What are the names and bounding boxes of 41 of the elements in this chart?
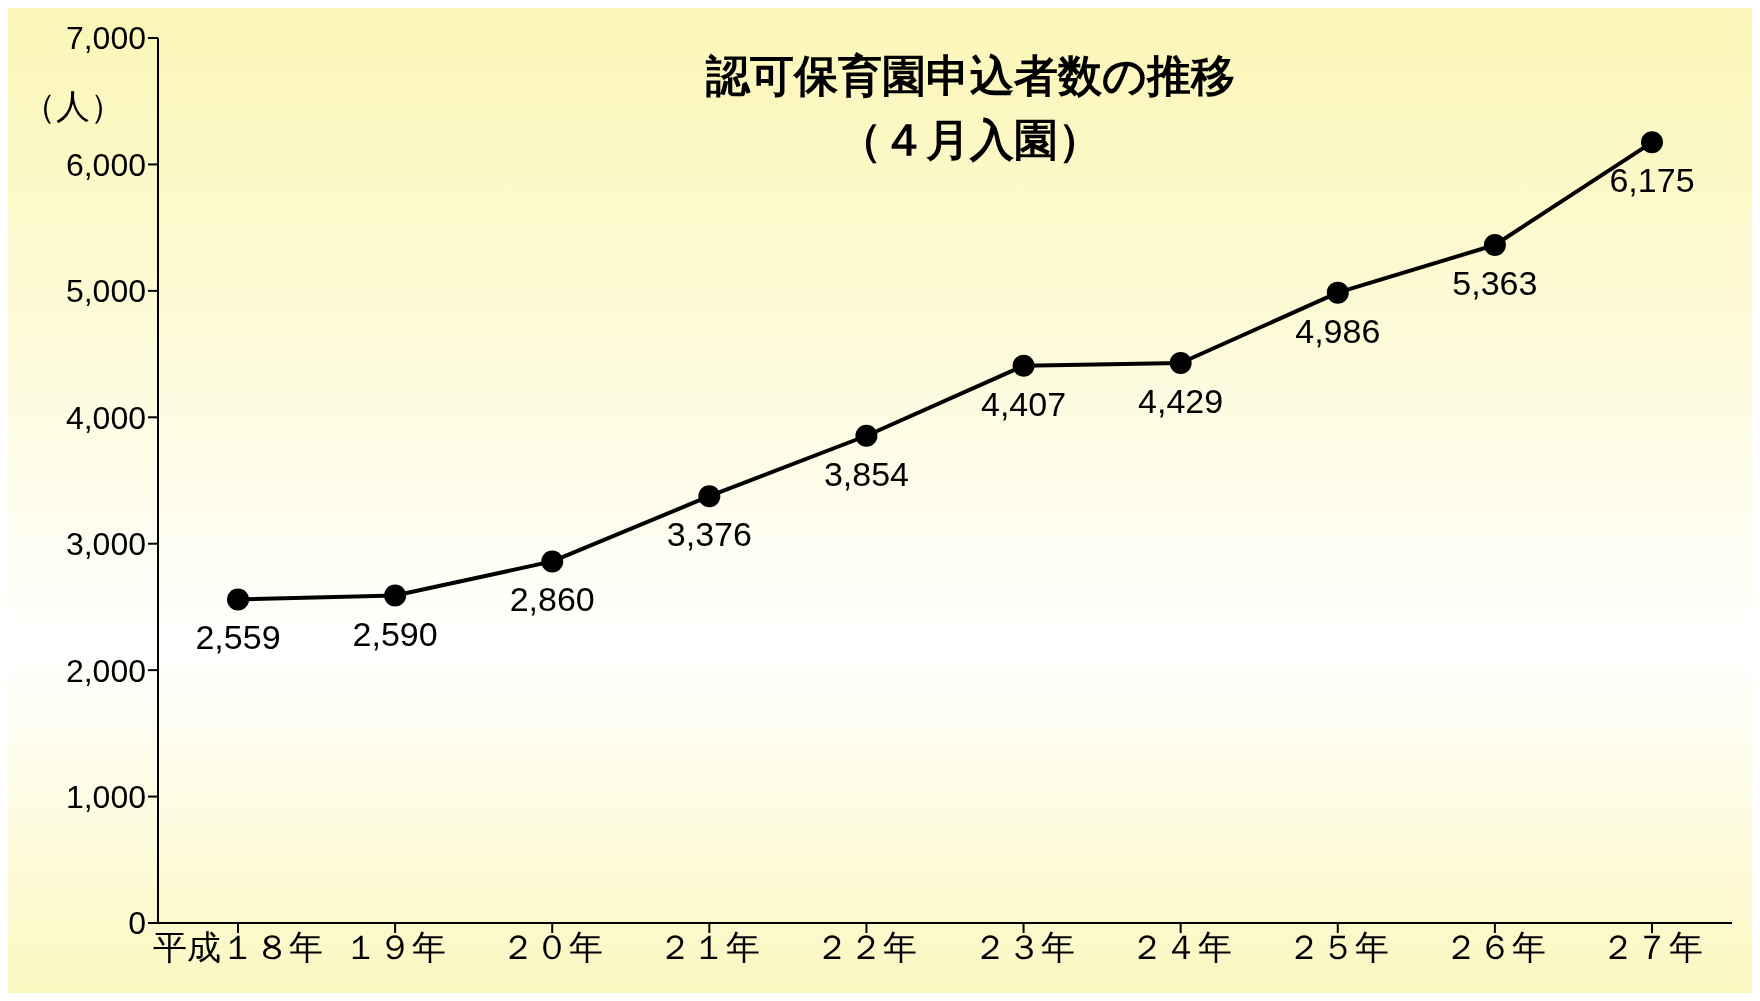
- point: [855, 424, 878, 447]
- y-tick-label: 5,000: [65, 273, 146, 310]
- point: [1326, 281, 1349, 304]
- text: （４月入園）: [838, 115, 1102, 164]
- data-label: 4,429: [1138, 382, 1224, 421]
- data-label: 6,175: [1609, 161, 1695, 200]
- data-label: 3,854: [823, 454, 909, 493]
- point: [227, 588, 249, 611]
- data-label: 2,860: [509, 580, 595, 619]
- x-tick-label: １９年: [344, 928, 447, 967]
- point: [1641, 131, 1663, 154]
- point: [698, 485, 721, 508]
- x-tick-label: ２６年: [1443, 928, 1546, 967]
- data-label: 4,407: [981, 384, 1067, 423]
- y-tick-label: 4,000: [65, 399, 146, 436]
- data-label: 2,559: [195, 618, 281, 657]
- point: [384, 584, 407, 607]
- y-tick-label: 6,000: [65, 146, 146, 183]
- chart-title: 認可保育園申込者数の推移: [704, 50, 1236, 102]
- x-tick-label: ２４年: [1129, 928, 1232, 967]
- y-tick-label: 7,000: [65, 20, 146, 57]
- point: [541, 550, 564, 573]
- x-tick-label: ２２年: [815, 928, 918, 967]
- y-tick-label: 1,000: [65, 778, 146, 815]
- y-tick-label: 0: [128, 905, 146, 942]
- y-tick-label: 3,000: [65, 526, 146, 563]
- data-label: 3,376: [666, 515, 752, 554]
- point: [1169, 352, 1192, 375]
- y-tick-label: 2,000: [65, 652, 146, 689]
- x-tick-label: ２１年: [658, 928, 761, 967]
- x-tick-label: ２７年: [1601, 928, 1703, 967]
- x-tick-label: ２３年: [972, 928, 1075, 967]
- data-label: 2,590: [352, 614, 438, 653]
- y-axis-title: （人）: [22, 86, 124, 127]
- x-tick-label: ２０年: [501, 928, 604, 967]
- x-tick-label: ２５年: [1286, 928, 1389, 967]
- x-tick-label: 平成１８年: [153, 928, 323, 967]
- point: [1012, 354, 1035, 377]
- point: [1483, 233, 1506, 256]
- data-label: 4,986: [1295, 311, 1381, 350]
- data-label: 5,363: [1452, 263, 1538, 302]
